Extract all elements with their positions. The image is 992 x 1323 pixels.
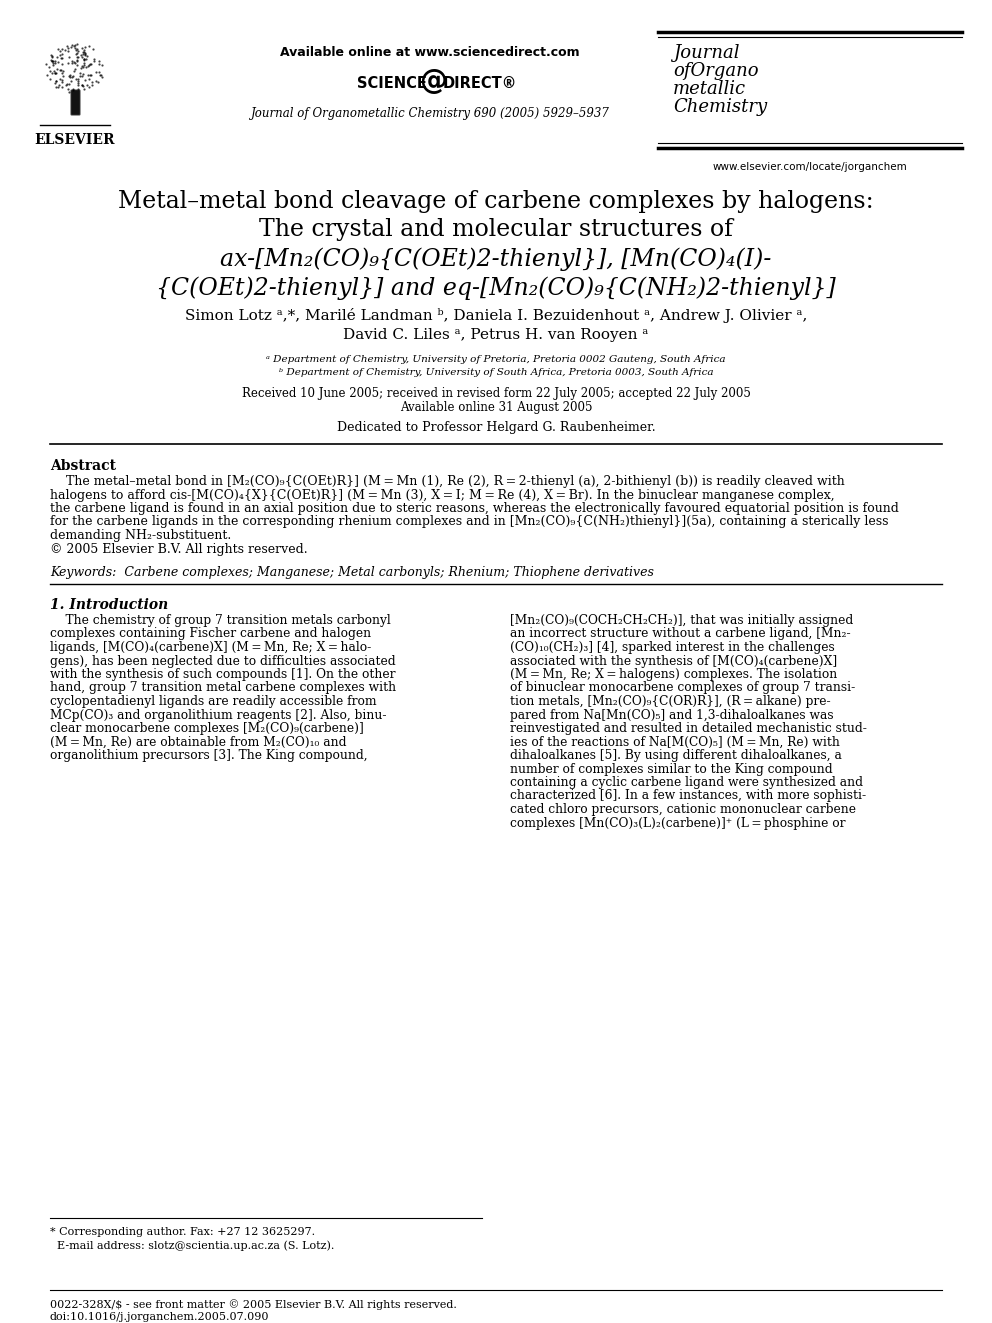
Text: gens), has been neglected due to difficulties associated: gens), has been neglected due to difficu… — [50, 655, 396, 668]
Text: (M = Mn, Re) are obtainable from M₂(CO)₁₀ and: (M = Mn, Re) are obtainable from M₂(CO)₁… — [50, 736, 346, 749]
Text: ies of the reactions of Na[M(CO)₅] (M = Mn, Re) with: ies of the reactions of Na[M(CO)₅] (M = … — [510, 736, 840, 749]
Text: Dedicated to Professor Helgard G. Raubenheimer.: Dedicated to Professor Helgard G. Rauben… — [336, 421, 656, 434]
Text: containing a cyclic carbene ligand were synthesized and: containing a cyclic carbene ligand were … — [510, 777, 863, 789]
Text: The crystal and molecular structures of: The crystal and molecular structures of — [259, 218, 733, 241]
Text: ELSEVIER: ELSEVIER — [35, 134, 115, 147]
Text: MCp(CO)₃ and organolithium reagents [2]. Also, binu-: MCp(CO)₃ and organolithium reagents [2].… — [50, 709, 387, 721]
Text: E-mail address: slotz@scientia.up.ac.za (S. Lotz).: E-mail address: slotz@scientia.up.ac.za … — [50, 1240, 334, 1250]
Text: complexes containing Fischer carbene and halogen: complexes containing Fischer carbene and… — [50, 627, 371, 640]
Text: Chemistry: Chemistry — [673, 98, 767, 116]
Text: (CO)₁₀(CH₂)₃] [4], sparked interest in the challenges: (CO)₁₀(CH₂)₃] [4], sparked interest in t… — [510, 642, 834, 654]
Text: complexes [Mn(CO)₃(L)₂(carbene)]⁺ (L = phosphine or: complexes [Mn(CO)₃(L)₂(carbene)]⁺ (L = p… — [510, 816, 845, 830]
Text: dihaloalkanes [5]. By using different dihaloalkanes, a: dihaloalkanes [5]. By using different di… — [510, 749, 842, 762]
Text: tion metals, [Mn₂(CO)₉{C(OR)R}], (R = alkane) pre-: tion metals, [Mn₂(CO)₉{C(OR)R}], (R = al… — [510, 695, 830, 708]
Text: pared from Na[Mn(CO)₅] and 1,3-dihaloalkanes was: pared from Na[Mn(CO)₅] and 1,3-dihaloalk… — [510, 709, 833, 721]
Text: ax-[Mn₂(CO)₉{C(OEt)2-thienyl}], [Mn(CO)₄(I)-: ax-[Mn₂(CO)₉{C(OEt)2-thienyl}], [Mn(CO)₄… — [220, 247, 772, 270]
Text: David C. Liles ᵃ, Petrus H. van Rooyen ᵃ: David C. Liles ᵃ, Petrus H. van Rooyen ᵃ — [343, 328, 649, 343]
Text: Available online 31 August 2005: Available online 31 August 2005 — [400, 401, 592, 414]
Text: Simon Lotz ᵃ,*, Marilé Landman ᵇ, Daniela I. Bezuidenhout ᵃ, Andrew J. Olivier ᵃ: Simon Lotz ᵃ,*, Marilé Landman ᵇ, Daniel… — [185, 308, 807, 323]
Text: hand, group 7 transition metal carbene complexes with: hand, group 7 transition metal carbene c… — [50, 681, 396, 695]
Text: for the carbene ligands in the corresponding rhenium complexes and in [Mn₂(CO)₉{: for the carbene ligands in the correspon… — [50, 516, 889, 528]
Text: DIRECT®: DIRECT® — [442, 77, 517, 91]
Text: @: @ — [419, 67, 447, 95]
Text: associated with the synthesis of [M(CO)₄(carbene)X]: associated with the synthesis of [M(CO)₄… — [510, 655, 837, 668]
Text: of binuclear monocarbene complexes of group 7 transi-: of binuclear monocarbene complexes of gr… — [510, 681, 855, 695]
Text: 1. Introduction: 1. Introduction — [50, 598, 169, 613]
Text: demanding NH₂-substituent.: demanding NH₂-substituent. — [50, 529, 231, 542]
Text: The metal–metal bond in [M₂(CO)₉{C(OEt)R}] (M = Mn (1), Re (2), R = 2-thienyl (a: The metal–metal bond in [M₂(CO)₉{C(OEt)R… — [50, 475, 845, 488]
Text: * Corresponding author. Fax: +27 12 3625297.: * Corresponding author. Fax: +27 12 3625… — [50, 1226, 315, 1237]
Text: Journal: Journal — [673, 44, 739, 62]
Text: ofOrgano: ofOrgano — [673, 62, 759, 79]
Text: cated chloro precursors, cationic mononuclear carbene: cated chloro precursors, cationic mononu… — [510, 803, 856, 816]
Text: cyclopentadienyl ligands are readily accessible from: cyclopentadienyl ligands are readily acc… — [50, 695, 377, 708]
Text: © 2005 Elsevier B.V. All rights reserved.: © 2005 Elsevier B.V. All rights reserved… — [50, 542, 308, 556]
Text: [Mn₂(CO)₉(COCH₂CH₂CH₂)], that was initially assigned: [Mn₂(CO)₉(COCH₂CH₂CH₂)], that was initia… — [510, 614, 853, 627]
Text: metallic: metallic — [673, 79, 746, 98]
Text: {C(OEt)2-thienyl}] and eq-[Mn₂(CO)₉{C(NH₂)2-thienyl}]: {C(OEt)2-thienyl}] and eq-[Mn₂(CO)₉{C(NH… — [156, 277, 836, 299]
Text: reinvestigated and resulted in detailed mechanistic stud-: reinvestigated and resulted in detailed … — [510, 722, 867, 736]
Text: SCIENCE: SCIENCE — [357, 77, 427, 91]
Text: halogens to afford cis-[M(CO)₄{X}{C(OEt)R}] (M = Mn (3), X = I; M = Re (4), X = : halogens to afford cis-[M(CO)₄{X}{C(OEt)… — [50, 488, 834, 501]
Text: Received 10 June 2005; received in revised form 22 July 2005; accepted 22 July 2: Received 10 June 2005; received in revis… — [242, 388, 750, 400]
Text: The chemistry of group 7 transition metals carbonyl: The chemistry of group 7 transition meta… — [50, 614, 391, 627]
Text: Metal–metal bond cleavage of carbene complexes by halogens:: Metal–metal bond cleavage of carbene com… — [118, 191, 874, 213]
Text: an incorrect structure without a carbene ligand, [Mn₂-: an incorrect structure without a carbene… — [510, 627, 850, 640]
Text: Journal of Organometallic Chemistry 690 (2005) 5929–5937: Journal of Organometallic Chemistry 690 … — [251, 106, 609, 119]
Text: ᵇ Department of Chemistry, University of South Africa, Pretoria 0003, South Afri: ᵇ Department of Chemistry, University of… — [279, 368, 713, 377]
Text: Abstract: Abstract — [50, 459, 116, 474]
Text: Keywords:  Carbene complexes; Manganese; Metal carbonyls; Rhenium; Thiophene der: Keywords: Carbene complexes; Manganese; … — [50, 566, 654, 579]
Text: organolithium precursors [3]. The King compound,: organolithium precursors [3]. The King c… — [50, 749, 368, 762]
Text: number of complexes similar to the King compound: number of complexes similar to the King … — [510, 762, 832, 775]
Text: www.elsevier.com/locate/jorganchem: www.elsevier.com/locate/jorganchem — [712, 161, 908, 172]
Text: ᵃ Department of Chemistry, University of Pretoria, Pretoria 0002 Gauteng, South : ᵃ Department of Chemistry, University of… — [266, 355, 726, 364]
Text: the carbene ligand is found in an axial position due to steric reasons, whereas : the carbene ligand is found in an axial … — [50, 501, 899, 515]
Text: 0022-328X/$ - see front matter © 2005 Elsevier B.V. All rights reserved.: 0022-328X/$ - see front matter © 2005 El… — [50, 1299, 457, 1310]
Text: with the synthesis of such compounds [1]. On the other: with the synthesis of such compounds [1]… — [50, 668, 396, 681]
Text: Available online at www.sciencedirect.com: Available online at www.sciencedirect.co… — [280, 45, 579, 58]
Text: (M = Mn, Re; X = halogens) complexes. The isolation: (M = Mn, Re; X = halogens) complexes. Th… — [510, 668, 837, 681]
Text: ligands, [M(CO)₄(carbene)X] (M = Mn, Re; X = halo-: ligands, [M(CO)₄(carbene)X] (M = Mn, Re;… — [50, 642, 371, 654]
Text: characterized [6]. In a few instances, with more sophisti-: characterized [6]. In a few instances, w… — [510, 790, 866, 803]
Text: clear monocarbene complexes [M₂(CO)₉(carbene)]: clear monocarbene complexes [M₂(CO)₉(car… — [50, 722, 364, 736]
Text: doi:10.1016/j.jorganchem.2005.07.090: doi:10.1016/j.jorganchem.2005.07.090 — [50, 1312, 270, 1322]
